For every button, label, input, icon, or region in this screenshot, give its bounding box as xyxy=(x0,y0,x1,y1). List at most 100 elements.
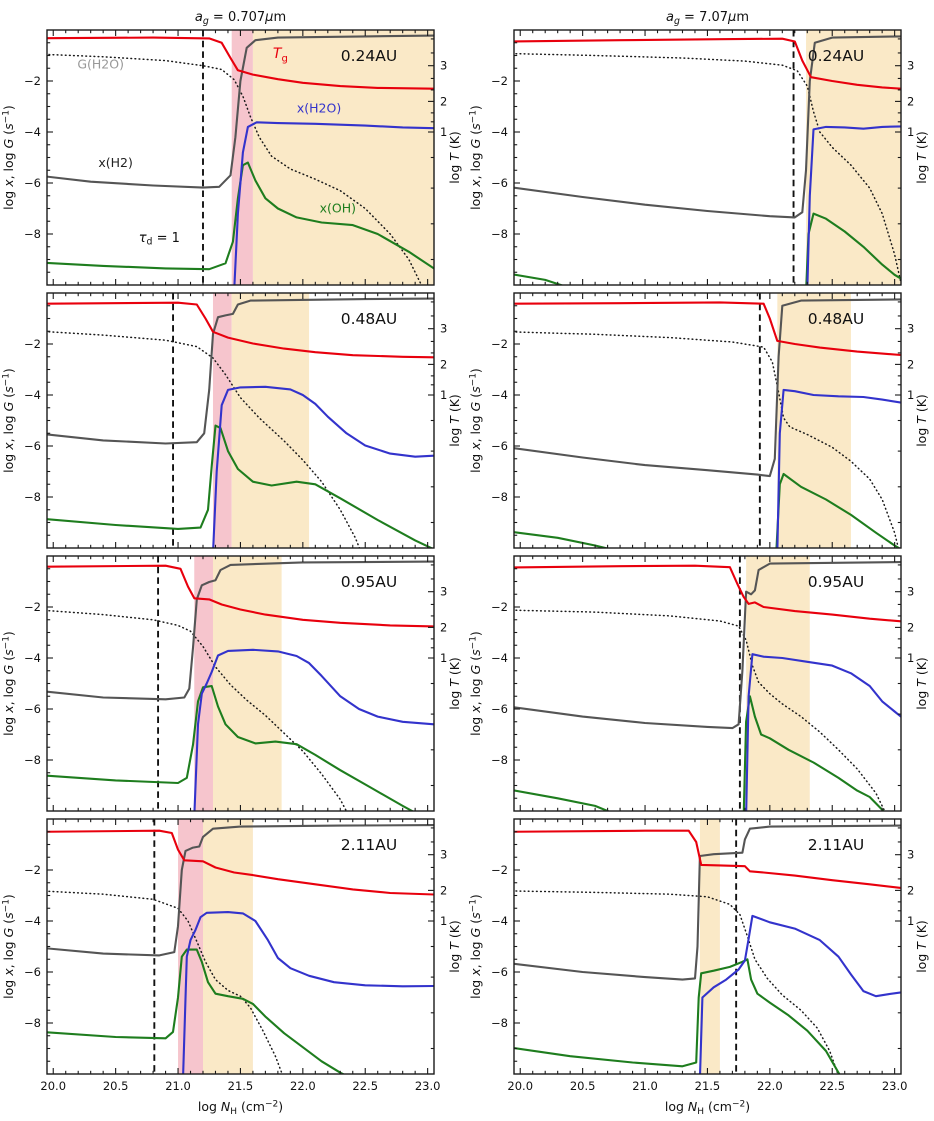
logT-tick-label: 2 xyxy=(440,357,447,371)
y-axis-label-right: log T (K) xyxy=(447,394,462,447)
series-g_h2o xyxy=(47,609,348,811)
series-x_h2 xyxy=(514,35,901,219)
logT-tick-label: 3 xyxy=(440,848,447,862)
panel-plot-area xyxy=(47,30,434,285)
axis-ticks xyxy=(47,819,434,1074)
y-tick-label: −8 xyxy=(491,227,508,241)
shade-water-zone-orange xyxy=(202,819,253,1074)
series-x_h2o xyxy=(745,653,901,811)
x-tick-label: 20.0 xyxy=(40,1079,66,1093)
y-axis-label-left: log x, log G (s−1) xyxy=(1,105,16,210)
series-g_h2o xyxy=(47,330,361,548)
series-x_oh xyxy=(47,684,415,811)
logT-tick-label: 1 xyxy=(907,388,914,402)
logT-tick-label: 1 xyxy=(440,914,447,928)
y-tick-label: −2 xyxy=(24,337,41,351)
y-tick-label: −8 xyxy=(491,1016,508,1030)
panel-0.95AU-7.07um: −2 −4 −6 −8 3 2 1 log x, log G (s−1) log T (K) 0.… xyxy=(468,555,929,812)
x-tick-label: 20.5 xyxy=(570,1079,596,1093)
y-tick-labels-right: 3 2 1 xyxy=(907,585,914,665)
y-axis-label-right: log T (K) xyxy=(447,920,462,973)
series-g_h2o xyxy=(47,890,283,1074)
panel-border xyxy=(513,555,902,812)
axis-ticks xyxy=(514,819,901,1074)
series-g_h2o xyxy=(514,890,839,1074)
panel-0.95AU-0.707um: −2 −4 −6 −8 3 2 1 log x, log G (s−1) log T (K) 0.… xyxy=(1,555,462,812)
logT-tick-label: 2 xyxy=(440,883,447,897)
x-tick-label: 22.0 xyxy=(757,1079,783,1093)
y-tick-label: −4 xyxy=(491,125,508,139)
series-x_h2o xyxy=(806,125,901,285)
series-x_h2 xyxy=(514,561,901,730)
y-tick-label: −2 xyxy=(24,863,41,877)
shade-water-zone-orange xyxy=(746,556,810,811)
shade-water-zone-orange xyxy=(699,819,720,1074)
y-tick-label: −4 xyxy=(24,125,41,139)
axis-ticks xyxy=(47,293,434,548)
panel-0.24AU-0.707um: −2 −4 −6 −8 3 2 1 ag = 0.707μm log x, log G (s−1… xyxy=(1,10,462,286)
x-tick-label: 21.0 xyxy=(632,1079,658,1093)
series-x_oh xyxy=(514,212,901,285)
y-tick-label: −4 xyxy=(491,651,508,665)
y-tick-labels-left: −2 −4 −6 −8 xyxy=(491,337,508,504)
y-axis-label-left: log x, log G (s−1) xyxy=(468,631,483,736)
y-tick-label: −6 xyxy=(491,176,508,190)
x-tick-label: 22.0 xyxy=(290,1079,316,1093)
series-x_h2o xyxy=(193,648,434,811)
panel-0.24AU-7.07um: −2 −4 −6 −8 3 2 1 ag = 7.07μm log x, log G (s−1)… xyxy=(468,10,929,286)
label-x-h2: x(H2) xyxy=(98,155,133,170)
axis-ticks xyxy=(47,556,434,811)
series-g_h2o xyxy=(514,331,900,548)
series-g_h2o xyxy=(514,52,901,284)
panel-0.48AU-0.707um: −2 −4 −6 −8 3 2 1 log x, log G (s−1) log T (K) 0.… xyxy=(1,292,462,549)
y-tick-labels-left: −2 −4 −6 −8 xyxy=(491,600,508,767)
logT-tick-label: 2 xyxy=(440,94,447,108)
y-tick-label: −6 xyxy=(491,965,508,979)
panel-plot-area xyxy=(514,30,901,285)
logT-tick-label: 2 xyxy=(907,883,914,897)
series-x_h2 xyxy=(47,824,434,957)
x-tick-labels: 20.0 20.5 21.0 21.5 22.0 22.5 23.0 xyxy=(40,1079,440,1093)
column-title: ag = 0.707μm xyxy=(195,10,286,27)
series-x_h2 xyxy=(47,297,434,445)
logT-tick-label: 3 xyxy=(440,585,447,599)
y-tick-label: −8 xyxy=(491,490,508,504)
logT-tick-label: 2 xyxy=(440,620,447,634)
logT-tick-label: 1 xyxy=(907,651,914,665)
y-tick-labels-left: −2 −4 −6 −8 xyxy=(24,337,41,504)
series-x_h2 xyxy=(47,560,434,701)
logT-tick-label: 1 xyxy=(907,125,914,139)
y-tick-label: −2 xyxy=(491,863,508,877)
y-tick-label: −4 xyxy=(24,388,41,402)
y-tick-label: −4 xyxy=(491,388,508,402)
panel-plot-area xyxy=(47,819,434,1074)
x-tick-label: 23.0 xyxy=(882,1079,908,1093)
y-tick-label: −6 xyxy=(491,702,508,716)
x-tick-label: 22.5 xyxy=(352,1079,378,1093)
y-tick-labels-left: −2 −4 −6 −8 xyxy=(491,74,508,241)
x-tick-label: 20.0 xyxy=(507,1079,533,1093)
x-tick-label: 21.0 xyxy=(165,1079,191,1093)
y-axis-label-left: log x, log G (s−1) xyxy=(1,631,16,736)
y-tick-label: −8 xyxy=(24,753,41,767)
logT-tick-label: 1 xyxy=(907,914,914,928)
series-x_h2o xyxy=(776,388,901,548)
y-axis-label-left: log x, log G (s−1) xyxy=(468,105,483,210)
logT-tick-label: 3 xyxy=(907,848,914,862)
y-tick-label: −4 xyxy=(24,914,41,928)
panel-2.11AU-0.707um: −2 −4 −6 −8 3 2 1 20.0 20.5 21.0 21.5 22.0 22.5 23.0 l… xyxy=(1,818,462,1117)
logT-tick-label: 3 xyxy=(440,59,447,73)
series-tg xyxy=(47,564,434,628)
series-x_oh xyxy=(47,161,434,271)
series-x_h2o xyxy=(212,385,434,548)
y-tick-labels-left: −2 −4 −6 −8 xyxy=(24,863,41,1030)
column-title: ag = 7.07μm xyxy=(666,10,749,27)
y-tick-labels-right: 3 2 1 xyxy=(440,848,447,928)
radius-label: 0.95AU xyxy=(341,573,397,591)
series-g_h2o xyxy=(47,53,423,285)
logT-tick-label: 2 xyxy=(907,620,914,634)
y-tick-label: −8 xyxy=(491,753,508,767)
y-tick-labels-left: −2 −4 −6 −8 xyxy=(491,863,508,1030)
series-g_h2o xyxy=(514,609,886,811)
series-x_h2o xyxy=(182,911,434,1074)
